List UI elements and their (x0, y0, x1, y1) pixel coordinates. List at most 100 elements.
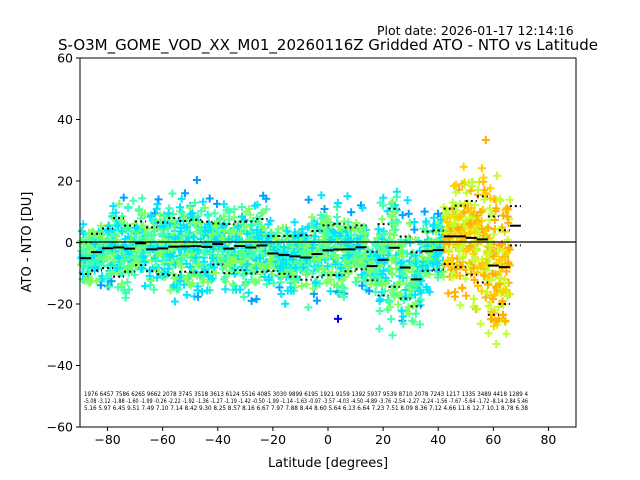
scatter-point (476, 319, 485, 328)
scatter-point (119, 193, 128, 202)
scatter-point (118, 227, 126, 235)
scatter-point (375, 307, 384, 315)
scatter-point (176, 203, 184, 212)
y-tick-label: −60 (47, 420, 73, 435)
scatter-point (343, 192, 352, 201)
scatter-point (477, 164, 486, 173)
scatter-point (289, 270, 298, 279)
scatter-point (390, 220, 399, 229)
scatter-point (420, 207, 429, 216)
scatter-point (308, 244, 317, 252)
scatter-point (170, 297, 179, 306)
scatter-point (470, 276, 479, 284)
scatter-point (296, 249, 305, 258)
scatter-point (103, 272, 112, 281)
scatter-point (455, 247, 464, 256)
scatter-point (124, 268, 133, 277)
scatter-point (495, 274, 504, 283)
scatter-point (458, 254, 467, 263)
scatter-point (443, 256, 452, 265)
scatter-point (115, 199, 124, 208)
bin-annotation-row: -5.08 -3.12 -1.88 -1.60 -1.99 -0.26 -2.2… (84, 398, 528, 405)
scatter-point (396, 259, 405, 268)
scatter-point (190, 217, 199, 226)
scatter-point (191, 253, 200, 262)
scatter-point (230, 205, 239, 214)
scatter-point (465, 220, 474, 229)
scatter-point (138, 194, 147, 203)
scatter-point (267, 239, 276, 248)
scatter-point (247, 296, 256, 305)
scatter-point (328, 268, 337, 277)
scatter-point (80, 276, 89, 285)
scatter-point (375, 277, 384, 286)
scatter-point (203, 286, 212, 295)
scatter-point (498, 240, 506, 248)
scatter-point (398, 270, 407, 279)
scatter-point (499, 310, 508, 319)
scatter-point (439, 238, 448, 247)
scatter-point (501, 316, 510, 325)
x-tick-label: 0 (324, 432, 332, 447)
scatter-point (494, 314, 503, 323)
scatter-point (331, 260, 340, 269)
scatter-point (245, 205, 254, 213)
scatter-point (198, 287, 206, 296)
scatter-point (484, 302, 493, 310)
bin-annotations: 1976 6457 7586 6265 9662 2078 3745 3518 … (84, 391, 528, 412)
scatter-point (439, 203, 448, 212)
scatter-point (425, 287, 434, 296)
scatter-point (256, 254, 264, 263)
scatter-point (416, 301, 425, 310)
plot-date: Plot date: 2026-01-17 12:14:16 (377, 23, 574, 38)
scatter-point (270, 245, 278, 254)
scatter-point (462, 291, 471, 300)
scatter-point (368, 254, 377, 262)
scatter-point (481, 136, 490, 144)
scatter-point (501, 251, 510, 260)
scatter-point (500, 278, 509, 287)
scatter-point (361, 229, 369, 237)
scatter-point (418, 252, 427, 261)
scatter-point (307, 219, 316, 228)
scatter-point (290, 218, 299, 227)
scatter-point (105, 263, 113, 271)
scatter-point (502, 329, 511, 338)
scatter-point (167, 221, 175, 230)
scatter-point (252, 263, 261, 272)
y-tick-label: 60 (57, 51, 73, 66)
scatter-point (404, 209, 413, 218)
scatter-point (473, 268, 482, 277)
scatter-point (311, 278, 320, 287)
scatter-point (168, 269, 177, 278)
scatter-point (489, 322, 498, 331)
scatter-point (123, 224, 132, 233)
scatter-point (387, 256, 396, 265)
scatter-point (481, 190, 490, 198)
scatter-point (387, 315, 396, 324)
x-axis-label: Latitude [degrees] (268, 456, 388, 471)
scatter-point (186, 281, 195, 290)
scatter-point (461, 274, 470, 283)
scatter-point (503, 290, 512, 299)
scatter-point (411, 281, 420, 290)
scatter-point (176, 277, 185, 286)
scatter-point (177, 263, 186, 272)
scatter-point (484, 223, 492, 232)
scatter-point (333, 199, 342, 207)
scatter-point (396, 289, 405, 298)
scatter-point (379, 193, 388, 202)
scatter-point (166, 214, 175, 223)
scatter-point (246, 210, 255, 219)
scatter-point (237, 250, 246, 258)
scatter-point (277, 290, 286, 298)
scatter-point (107, 277, 116, 286)
scatter-point (346, 236, 355, 245)
scatter-point (474, 261, 483, 270)
scatter-point (140, 209, 149, 218)
scatter-point (102, 236, 111, 245)
scatter-point (212, 221, 221, 230)
scatter-point (77, 237, 86, 245)
scatter-point (484, 280, 492, 289)
scatter-point (465, 262, 474, 271)
